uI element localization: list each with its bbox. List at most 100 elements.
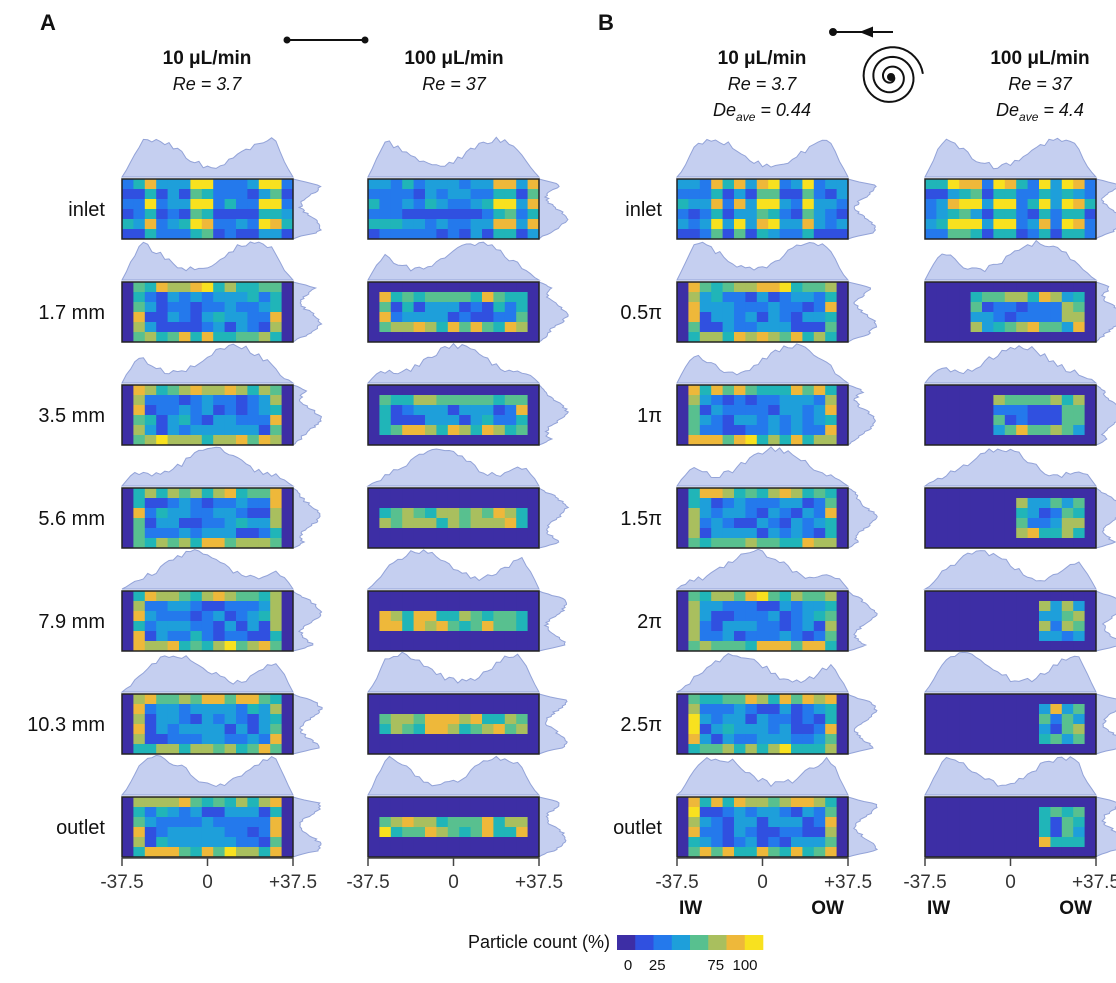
heatmap-cell <box>144 528 157 539</box>
heatmap-cell <box>756 694 769 705</box>
heatmap-cell <box>201 641 214 652</box>
heatmap-cell <box>802 395 815 406</box>
heatmap-cell <box>190 591 203 602</box>
heatmap-cell <box>179 488 191 499</box>
heatmap-cell <box>947 847 960 858</box>
heatmap-cell <box>436 415 449 426</box>
heatmap-cell <box>247 724 260 735</box>
heatmap-cell <box>745 847 758 858</box>
heatmap-cell <box>688 498 701 509</box>
heatmap-cell <box>270 435 282 446</box>
heatmap-cell <box>1073 827 1085 838</box>
heatmap-cell <box>413 488 426 499</box>
heatmap-cell <box>167 817 180 828</box>
heatmap-cell <box>470 538 483 549</box>
heatmap-cell <box>836 694 849 705</box>
heatmap-cell <box>379 219 392 230</box>
heatmap-cell <box>493 322 506 333</box>
heatmap-cell <box>213 797 225 808</box>
heatmap-cell <box>122 518 134 529</box>
heatmap-cell <box>1084 744 1097 755</box>
heatmap-cell <box>447 435 460 446</box>
heatmap-cell <box>1061 714 1074 725</box>
heatmap-cell <box>722 332 735 343</box>
heatmap-cell <box>516 209 528 220</box>
heatmap-cell <box>281 435 294 446</box>
heatmap-cell <box>482 282 494 293</box>
heatmap-cell <box>791 528 803 539</box>
heatmap-cell <box>179 199 191 210</box>
heatmap-cell <box>122 282 134 293</box>
heatmap-cell <box>711 189 723 200</box>
heatmap-cell <box>711 714 723 725</box>
heatmap-cell <box>1039 631 1051 642</box>
heatmap-cell <box>247 807 260 818</box>
heatmap-cell <box>516 229 528 240</box>
heatmap-cell <box>791 488 803 499</box>
heatmap-cell <box>936 724 949 735</box>
heatmap-cell <box>413 425 426 436</box>
heatmap-cell <box>144 704 157 715</box>
heatmap-cell <box>504 817 517 828</box>
heatmap-cell <box>825 797 837 808</box>
heatmap-cell <box>190 189 203 200</box>
heatmap-cell <box>390 631 403 642</box>
heatmap-cell <box>156 847 168 858</box>
heatmap-cell <box>201 508 214 519</box>
heatmap-cell <box>247 322 260 333</box>
heatmap <box>121 549 323 652</box>
heatmap-cell <box>836 498 849 509</box>
heatmap-cell <box>144 641 157 652</box>
heatmap-frame <box>367 693 540 755</box>
heatmap-cell <box>1061 631 1074 642</box>
heatmap-cell <box>470 199 483 210</box>
row-label: 3.5 mm <box>38 405 105 427</box>
heatmap <box>676 241 878 343</box>
heatmap-cell <box>201 302 214 313</box>
heatmap-cell <box>711 797 723 808</box>
heatmap-cell <box>201 714 214 725</box>
heatmap-cell <box>436 601 449 612</box>
heatmap-cell <box>281 817 294 828</box>
heatmap-cell <box>402 827 414 838</box>
heatmap-cell <box>1016 405 1028 416</box>
heatmap-cell <box>677 601 689 612</box>
heatmap-cell <box>447 591 460 602</box>
heatmap-cell <box>1050 219 1063 230</box>
heatmap-cell <box>993 312 1006 323</box>
heatmap-cell <box>1016 704 1028 715</box>
heatmap-cell <box>390 714 403 725</box>
heatmap-cell <box>236 498 248 509</box>
heatmap-cell <box>201 724 214 735</box>
heatmap-cell <box>224 847 237 858</box>
heatmap-cell <box>179 797 191 808</box>
heatmap-cell <box>947 601 960 612</box>
heatmap <box>121 343 322 446</box>
heatmap-cell <box>813 631 826 642</box>
heatmap-cell <box>813 694 826 705</box>
heatmap-cell <box>970 219 983 230</box>
heatmap-cell <box>925 797 937 808</box>
heatmap-cell <box>459 179 471 190</box>
profile <box>847 487 878 549</box>
heatmap-cell <box>1016 837 1028 848</box>
heatmap-cell <box>133 282 146 293</box>
heatmap-cell <box>224 704 237 715</box>
heatmap-cell <box>379 704 392 715</box>
heatmap-cell <box>179 807 191 818</box>
heatmap-cell <box>825 508 837 519</box>
heatmap-cell <box>688 425 701 436</box>
heatmap-cell <box>167 179 180 190</box>
heatmap-cell <box>1073 744 1085 755</box>
heatmap-cell <box>699 322 712 333</box>
heatmap-cell <box>201 425 214 436</box>
heatmap-cell <box>368 694 380 705</box>
heatmap-cell <box>1027 229 1040 240</box>
heatmap-cell <box>281 415 294 426</box>
heatmap-cell <box>768 694 780 705</box>
heatmap-cell <box>699 209 712 220</box>
heatmap-cell <box>133 538 146 549</box>
heatmap-cell <box>1084 797 1097 808</box>
heatmap <box>367 755 567 858</box>
heatmap-cell <box>447 601 460 612</box>
